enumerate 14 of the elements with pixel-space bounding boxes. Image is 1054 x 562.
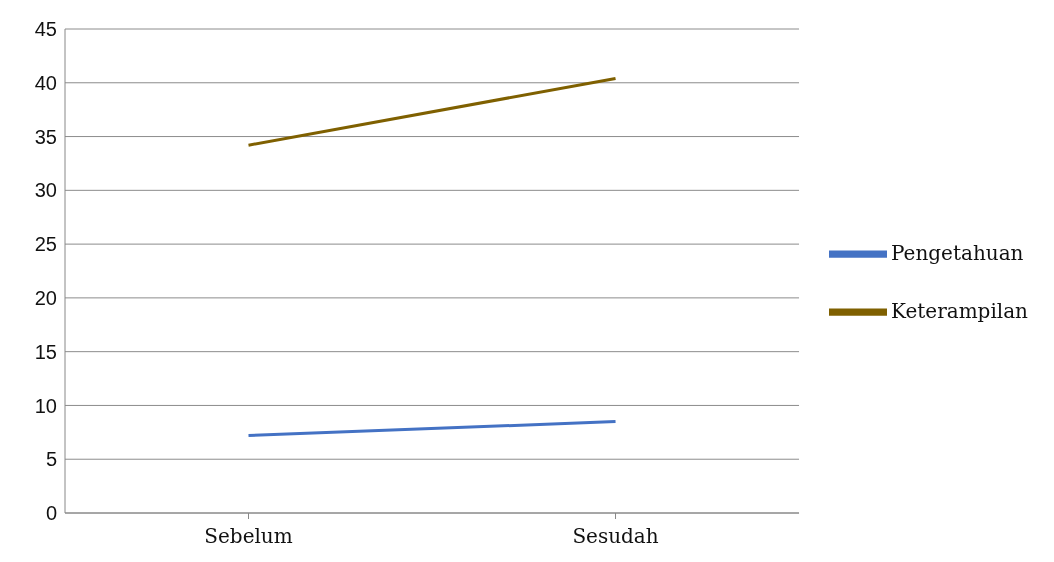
x-tick-label: Sesudah [572,524,659,549]
y-tick-label: 5 [45,448,57,471]
y-tick-label: 0 [45,502,57,525]
x-tick-label: Sebelum [204,524,293,549]
y-tick-label: 45 [34,18,57,41]
y-tick-label: 10 [34,394,57,417]
y-tick-label: 40 [34,71,57,94]
y-tick-label: 20 [34,286,57,309]
legend-label: Keterampilan [891,298,1028,323]
legend-label: Pengetahuan [891,240,1024,265]
y-tick-label: 35 [34,125,57,148]
y-tick-label: 30 [34,179,57,202]
y-tick-label: 15 [34,340,57,363]
y-tick-label: 25 [34,233,57,256]
